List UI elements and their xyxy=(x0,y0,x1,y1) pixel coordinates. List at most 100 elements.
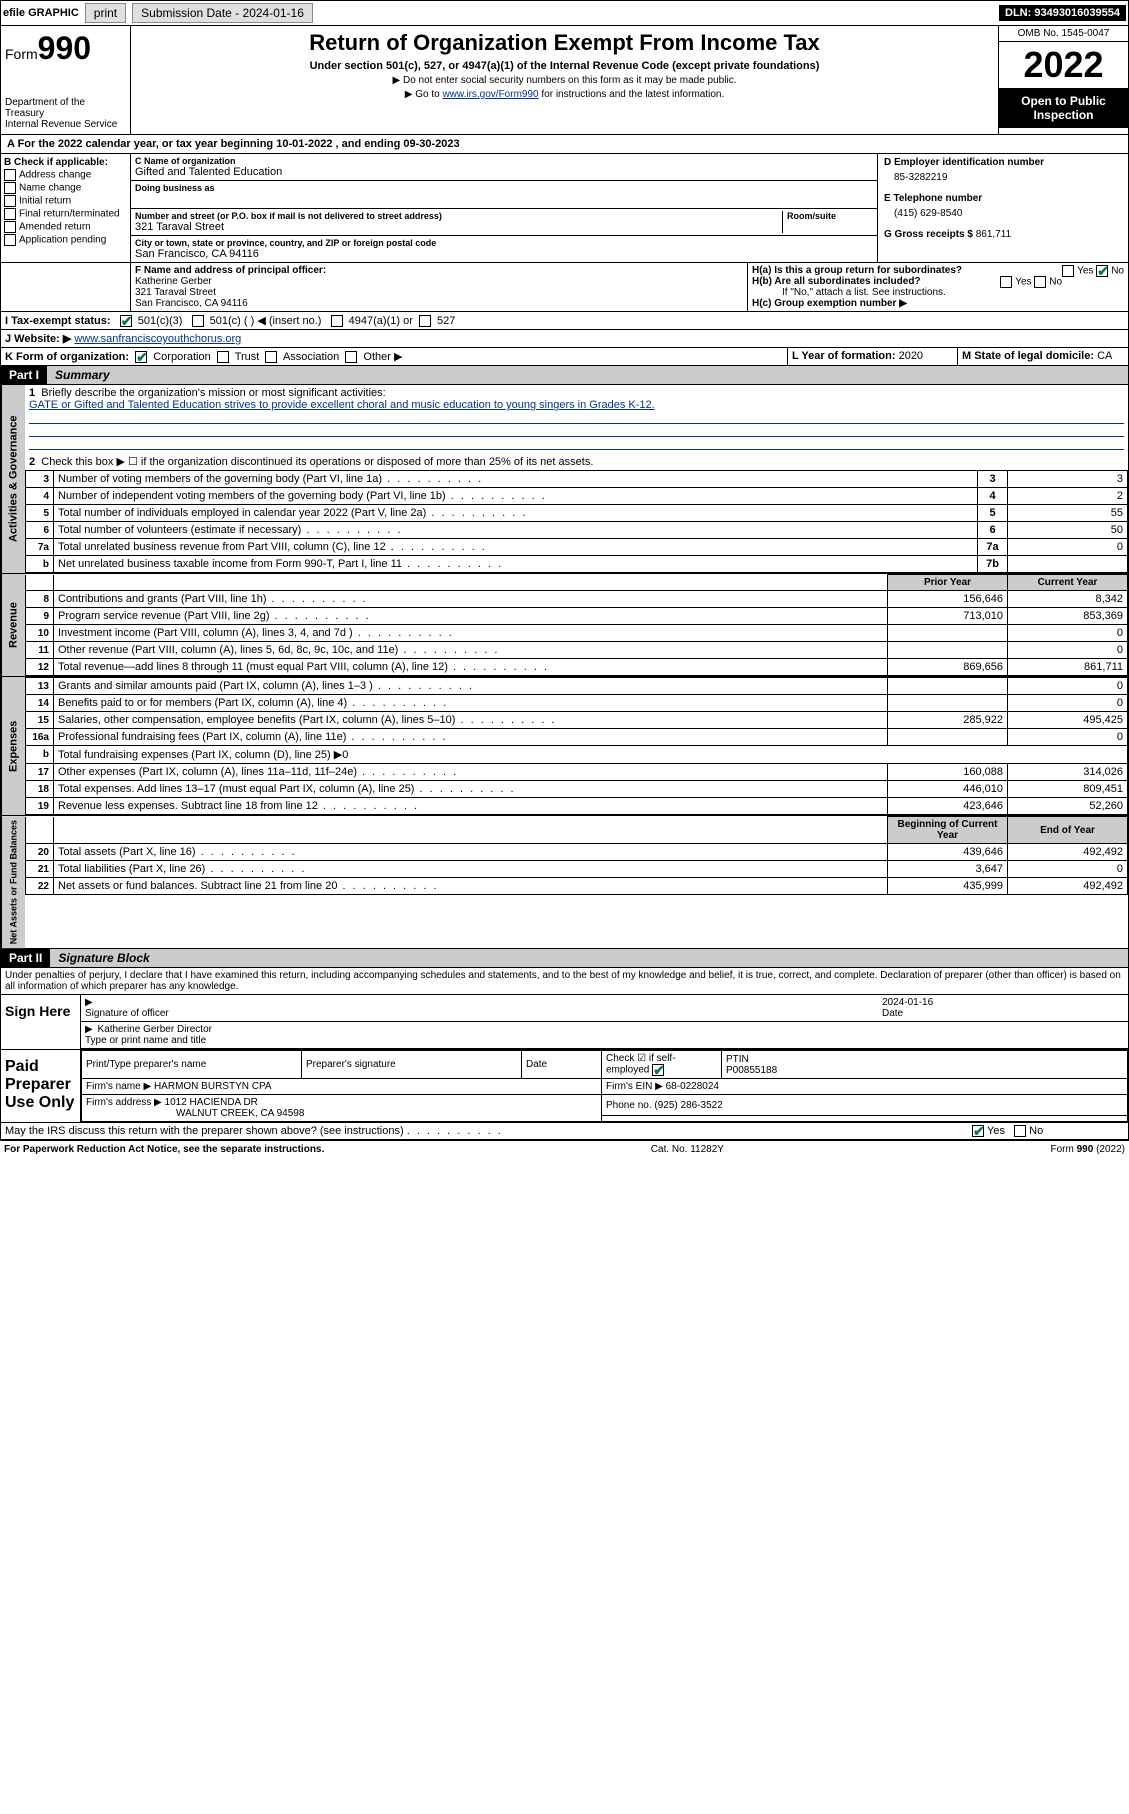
gross-receipts: G Gross receipts $ 861,711 xyxy=(884,229,1122,240)
print-button[interactable]: print xyxy=(85,3,126,23)
form-of-org: K Form of organization: Corporation Trus… xyxy=(1,348,788,365)
chk-other[interactable] xyxy=(345,351,357,363)
line-desc: Grants and similar amounts paid (Part IX… xyxy=(54,678,888,695)
ha-yes-chk[interactable] xyxy=(1062,265,1074,277)
hb-no-chk[interactable] xyxy=(1034,276,1046,288)
chk-501c3[interactable] xyxy=(120,315,132,327)
prep-sig-hdr: Preparer's signature xyxy=(302,1051,522,1079)
hb-ans: Yes No xyxy=(1000,276,1062,288)
declaration-text: Under penalties of perjury, I declare th… xyxy=(1,968,1128,994)
firm-addr-lbl: Firm's address ▶ xyxy=(86,1097,162,1108)
chk-501c[interactable] xyxy=(192,315,204,327)
hb-yes: Yes xyxy=(1015,277,1031,288)
note2-pre: ▶ Go to xyxy=(405,89,443,100)
curr-val: 0 xyxy=(1008,678,1128,695)
line-desc: Total revenue—add lines 8 through 11 (mu… xyxy=(54,659,888,676)
chk-amended-return[interactable]: Amended return xyxy=(4,221,127,233)
line-val: 55 xyxy=(1008,505,1128,522)
line-num: 3 xyxy=(26,471,54,488)
website-link[interactable]: www.sanfranciscoyouthchorus.org xyxy=(74,333,241,345)
submission-date-button[interactable]: Submission Date - 2024-01-16 xyxy=(132,3,313,23)
table-row: 21 Total liabilities (Part X, line 26) 3… xyxy=(26,861,1128,878)
chk-self-employed[interactable] xyxy=(652,1064,664,1076)
ha-no-chk[interactable] xyxy=(1096,265,1108,277)
expenses-body: 13 Grants and similar amounts paid (Part… xyxy=(25,677,1128,815)
chk-final-return[interactable]: Final return/terminated xyxy=(4,208,127,220)
fh-row: F Name and address of principal officer:… xyxy=(0,263,1129,312)
chk-corp[interactable] xyxy=(135,351,147,363)
netassets-body: Beginning of Current Year End of Year20 … xyxy=(25,816,1128,948)
line-num: 7a xyxy=(26,539,54,556)
chk-name-change[interactable]: Name change xyxy=(4,182,127,194)
ptin-val: P00855188 xyxy=(726,1065,777,1076)
part1-header: Part I Summary xyxy=(0,366,1129,385)
firm-ein-cell: Firm's EIN ▶ 68-0228024 xyxy=(602,1079,1128,1095)
chk-527[interactable] xyxy=(419,315,431,327)
table-row: 7a Total unrelated business revenue from… xyxy=(26,539,1128,556)
opt-501c3: 501(c)(3) xyxy=(138,315,183,327)
table-row: b Total fundraising expenses (Part IX, c… xyxy=(26,746,1128,764)
dept-treasury: Department of the Treasury xyxy=(5,97,126,119)
period-b: , and ending xyxy=(336,138,404,150)
prior-val: 285,922 xyxy=(888,712,1008,729)
line-desc: Net unrelated business taxable income fr… xyxy=(54,556,978,573)
opt-501c: 501(c) ( ) ◀ (insert no.) xyxy=(210,315,322,327)
vtab-netassets: Net Assets or Fund Balances xyxy=(1,816,25,948)
info-blocks-row: B Check if applicable: Address change Na… xyxy=(0,154,1129,263)
chk-assoc[interactable] xyxy=(265,351,277,363)
header-middle: Return of Organization Exempt From Incom… xyxy=(131,26,998,134)
city-lbl: City or town, state or province, country… xyxy=(135,238,873,248)
org-name-line: C Name of organization Gifted and Talent… xyxy=(131,154,877,181)
line-num: 6 xyxy=(26,522,54,539)
col-begin: Beginning of Current Year xyxy=(888,817,1008,844)
chk-initial-return[interactable]: Initial return xyxy=(4,195,127,207)
block-b: B Check if applicable: Address change Na… xyxy=(1,154,131,262)
chk-address-change[interactable]: Address change xyxy=(4,169,127,181)
line-val xyxy=(1008,556,1128,573)
discuss-text: May the IRS discuss this return with the… xyxy=(5,1125,404,1137)
opt-other: Other ▶ xyxy=(363,351,402,363)
period-a: A For the 2022 calendar year, or tax yea… xyxy=(7,138,276,150)
prior-val: 446,010 xyxy=(888,781,1008,798)
form-prefix: Form xyxy=(5,46,38,62)
curr-val: 809,451 xyxy=(1008,781,1128,798)
chk-app-pending[interactable]: Application pending xyxy=(4,234,127,246)
curr-val: 0 xyxy=(1008,625,1128,642)
header-left: Form990 Department of the Treasury Inter… xyxy=(1,26,131,134)
declaration-row: Under penalties of perjury, I declare th… xyxy=(0,968,1129,995)
spacer-b xyxy=(1,263,131,311)
prep-row1: Print/Type preparer's name Preparer's si… xyxy=(82,1051,1128,1079)
table-row: 12 Total revenue—add lines 8 through 11 … xyxy=(26,659,1128,676)
end-val: 492,492 xyxy=(1008,878,1128,895)
mission-text[interactable]: GATE or Gifted and Talented Education st… xyxy=(29,399,655,411)
hb-yes-chk[interactable] xyxy=(1000,276,1012,288)
block-b-title: B Check if applicable: xyxy=(4,157,127,168)
topbar: efile GRAPHIC print Submission Date - 20… xyxy=(0,0,1129,26)
footer-formno: 990 xyxy=(1077,1144,1094,1155)
chk-4947[interactable] xyxy=(331,315,343,327)
table-row: 17 Other expenses (Part IX, column (A), … xyxy=(26,764,1128,781)
discuss-ans: Yes No xyxy=(968,1123,1128,1139)
sig-name-lbl: Type or print name and title xyxy=(85,1035,206,1046)
phone-lbl: E Telephone number xyxy=(884,193,1122,204)
sign-here-body: Signature of officer 2024-01-16 Date Kat… xyxy=(81,995,1128,1049)
irs-link[interactable]: www.irs.gov/Form990 xyxy=(442,89,538,100)
discuss-no-chk[interactable] xyxy=(1014,1125,1026,1137)
footer-left: For Paperwork Reduction Act Notice, see … xyxy=(4,1144,324,1155)
line-desc: Total assets (Part X, line 16) xyxy=(54,844,888,861)
open-inspection: Open to Public Inspection xyxy=(999,88,1128,128)
discuss-yes: Yes xyxy=(987,1125,1005,1137)
prior-val: 160,088 xyxy=(888,764,1008,781)
prep-ptin-cell: PTINP00855188 xyxy=(722,1051,1128,1079)
line-desc: Other expenses (Part IX, column (A), lin… xyxy=(54,764,888,781)
sign-here-label: Sign Here xyxy=(1,995,81,1049)
sig-name-val: Katherine Gerber Director xyxy=(97,1024,212,1035)
f-addr1: 321 Taraval Street xyxy=(135,287,743,298)
chk-trust[interactable] xyxy=(217,351,229,363)
period-text: A For the 2022 calendar year, or tax yea… xyxy=(1,135,466,153)
end-val: 492,492 xyxy=(1008,844,1128,861)
curr-val: 8,342 xyxy=(1008,591,1128,608)
note2-post: for instructions and the latest informat… xyxy=(539,89,725,100)
discuss-yes-chk[interactable] xyxy=(972,1125,984,1137)
prep-row2: Firm's name ▶ HARMON BURSTYN CPA Firm's … xyxy=(82,1079,1128,1095)
